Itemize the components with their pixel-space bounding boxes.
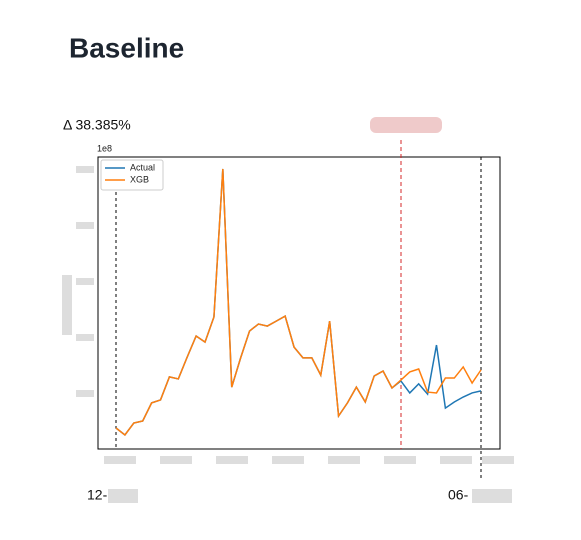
scale-note: 1e8 [97, 143, 112, 153]
start-label: 12- [87, 487, 108, 503]
legend-label: XGB [130, 174, 149, 184]
end-label: 06- [448, 487, 469, 503]
legend-label: Actual [130, 162, 155, 172]
series-line [115, 168, 482, 437]
series-line [115, 168, 482, 437]
delta-label: Δ 38.385% [63, 117, 131, 133]
blurred-ticks [62, 166, 514, 503]
blurred-label [370, 117, 442, 133]
page-title: Baseline [69, 32, 184, 63]
plot-frame [97, 156, 501, 450]
